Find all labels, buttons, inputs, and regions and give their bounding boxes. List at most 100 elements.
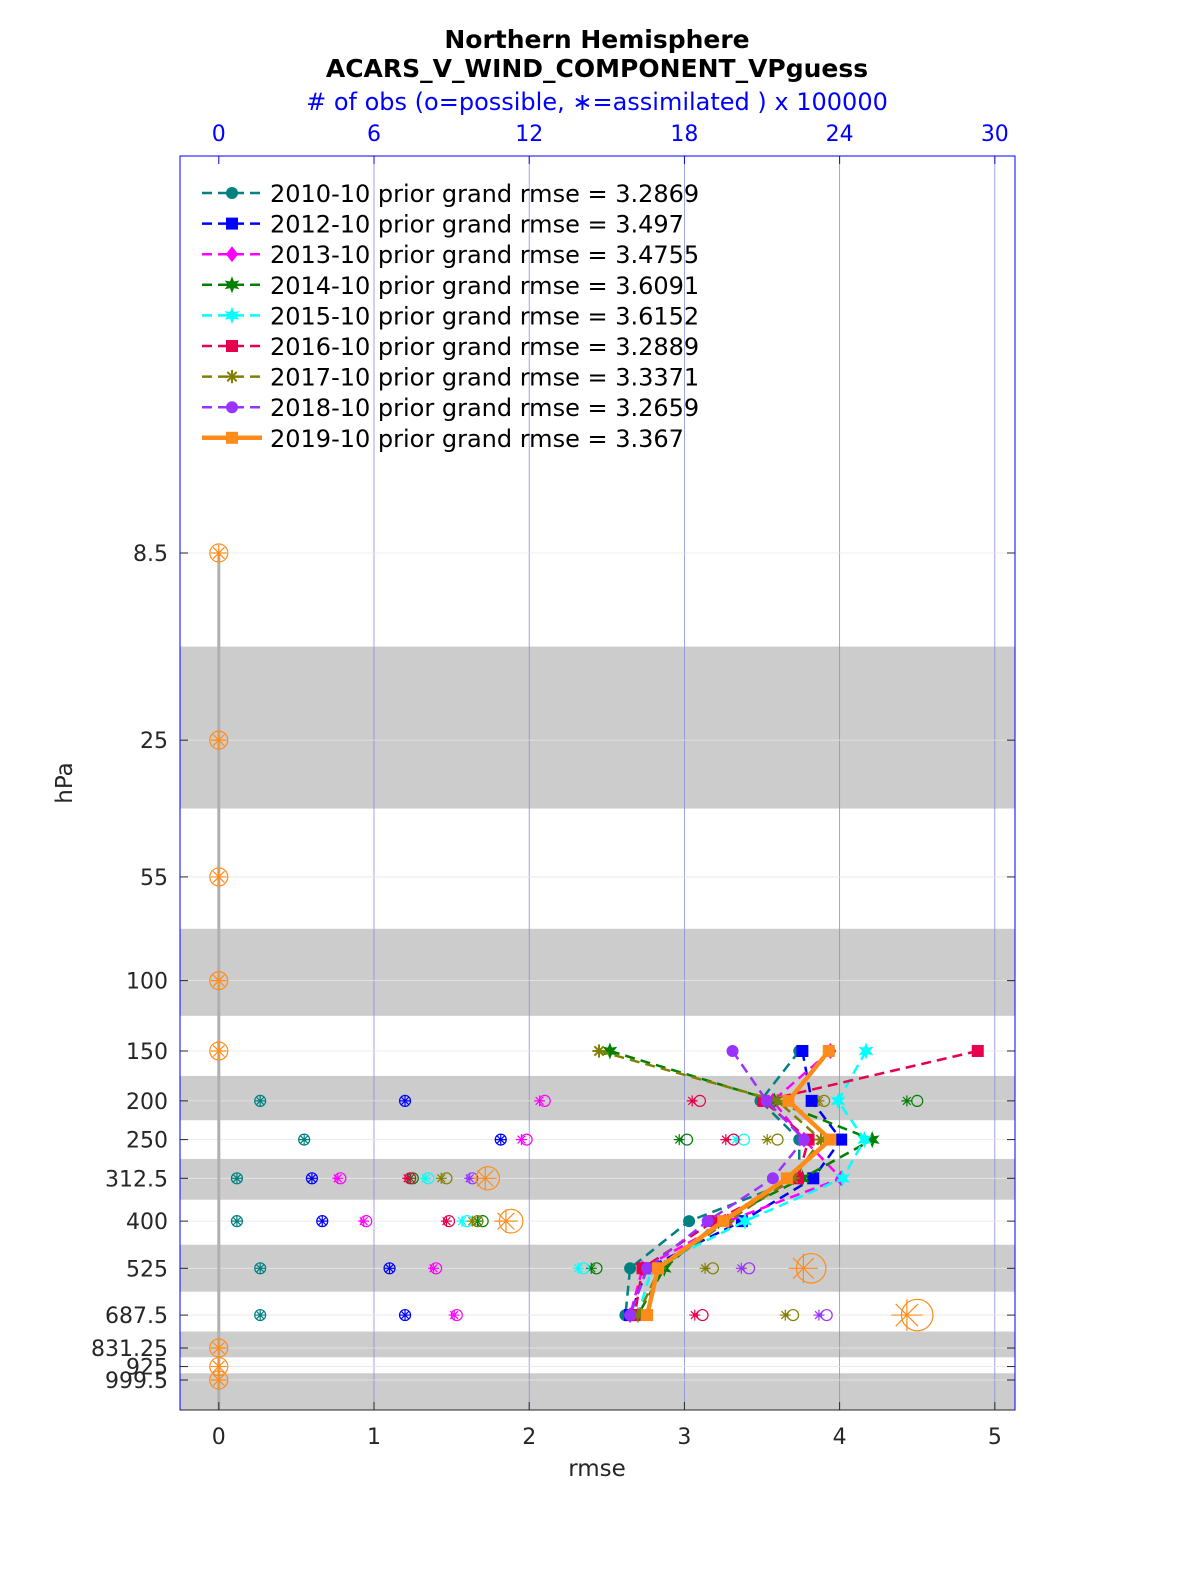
legend-label: 2010-10 prior grand rmse = 3.2869 bbox=[270, 180, 699, 208]
data-point bbox=[631, 1308, 645, 1322]
data-point bbox=[835, 1169, 851, 1187]
obs-assimilated-marker bbox=[473, 1166, 497, 1190]
obs-assimilated-marker bbox=[435, 1172, 447, 1184]
level-band bbox=[180, 1075, 1015, 1121]
legend-entry-1: 2010-10 prior grand rmse = 3.2869 bbox=[202, 180, 699, 208]
legend-entry-9: 2019-10 prior grand rmse = 3.367 bbox=[202, 425, 684, 453]
obs-assimilated-marker bbox=[384, 1262, 396, 1274]
x-tick-label: 4 bbox=[833, 1425, 847, 1450]
obs-assimilated-marker bbox=[779, 1309, 791, 1321]
obs-assimilated-marker bbox=[761, 1134, 773, 1146]
obs-possible-marker bbox=[209, 1041, 229, 1061]
y-tick-label: 8.5 bbox=[133, 542, 168, 567]
top-tick-label: 24 bbox=[826, 122, 854, 147]
obs-assimilated-marker bbox=[813, 1309, 825, 1321]
obs-assimilated-marker bbox=[515, 1134, 527, 1146]
x-axis-label: rmse bbox=[568, 1456, 626, 1482]
data-point bbox=[830, 1092, 846, 1110]
obs-series-3 bbox=[332, 1094, 551, 1322]
obs-assimilated-marker bbox=[420, 1172, 432, 1184]
top-tick-label: 12 bbox=[515, 122, 543, 147]
data-point bbox=[786, 1171, 800, 1185]
obs-assimilated-marker bbox=[534, 1095, 546, 1107]
obs-assimilated-marker bbox=[210, 1042, 227, 1059]
obs-assimilated-marker bbox=[399, 1095, 411, 1107]
data-point bbox=[701, 1215, 714, 1228]
x-tick-label: 1 bbox=[367, 1425, 381, 1450]
obs-series-5 bbox=[420, 1133, 751, 1275]
legend-marker bbox=[226, 217, 238, 230]
obs-possible-marker bbox=[209, 730, 229, 750]
legend-label: 2013-10 prior grand rmse = 3.4755 bbox=[270, 241, 699, 269]
obs-series-1 bbox=[230, 1094, 311, 1322]
obs-assimilated-marker bbox=[298, 1134, 310, 1146]
data-point bbox=[858, 1042, 874, 1060]
level-band bbox=[180, 928, 1015, 1016]
obs-assimilated-marker bbox=[210, 868, 227, 885]
x-tick-label: 3 bbox=[677, 1425, 691, 1450]
obs-assimilated-marker bbox=[891, 1299, 923, 1331]
obs-assimilated-marker bbox=[440, 1215, 452, 1227]
obs-assimilated-marker bbox=[402, 1172, 414, 1184]
rmse-series-9 bbox=[641, 1044, 837, 1322]
top-tick-label: 18 bbox=[670, 122, 698, 147]
data-point bbox=[835, 1133, 848, 1146]
legend-label: 2014-10 prior grand rmse = 3.6091 bbox=[270, 272, 699, 300]
obs-assimilated-marker bbox=[466, 1215, 478, 1227]
obs-assimilated-marker bbox=[231, 1215, 243, 1227]
y-tick-label: 200 bbox=[126, 1090, 168, 1115]
y-tick-label: 687.5 bbox=[105, 1304, 168, 1329]
obs-assimilated-marker bbox=[332, 1172, 344, 1184]
obs-series-6 bbox=[402, 1094, 740, 1322]
x-tick-label: 5 bbox=[988, 1425, 1002, 1450]
y-tick-label: 312.5 bbox=[105, 1167, 168, 1192]
obs-assimilated-marker bbox=[210, 1358, 227, 1375]
legend-marker bbox=[226, 401, 238, 414]
data-point bbox=[797, 1133, 810, 1146]
legend-marker bbox=[226, 431, 238, 444]
legend-label: 2017-10 prior grand rmse = 3.3371 bbox=[270, 364, 699, 392]
obs-possible-marker bbox=[209, 543, 229, 563]
obs-series-9 bbox=[209, 543, 934, 1390]
obs-assimilated-marker bbox=[254, 1095, 266, 1107]
data-point bbox=[805, 1094, 818, 1107]
x-tick-label: 0 bbox=[212, 1425, 226, 1450]
obs-count-markers bbox=[209, 543, 934, 1390]
obs-assimilated-marker bbox=[210, 1340, 227, 1357]
y-axis-label: hPa bbox=[52, 762, 78, 804]
obs-assimilated-marker bbox=[456, 1215, 468, 1227]
obs-assimilated-marker bbox=[813, 1095, 825, 1107]
y-tick-label: 999.5 bbox=[105, 1369, 168, 1394]
legend-label: 2012-10 prior grand rmse = 3.497 bbox=[270, 211, 684, 239]
obs-assimilated-marker bbox=[316, 1215, 328, 1227]
y-tick-label: 525 bbox=[126, 1257, 168, 1282]
level-band bbox=[180, 646, 1015, 809]
level-band bbox=[180, 1158, 1015, 1200]
data-point bbox=[766, 1172, 779, 1185]
top-tick-label: 6 bbox=[367, 122, 381, 147]
obs-assimilated-marker bbox=[494, 1209, 518, 1233]
legend-marker bbox=[226, 340, 238, 352]
chart-title: Northern Hemisphere bbox=[444, 25, 749, 54]
obs-assimilated-marker bbox=[735, 1262, 747, 1274]
data-point bbox=[683, 1215, 696, 1228]
legend: 2010-10 prior grand rmse = 3.2869 2012-10… bbox=[202, 180, 699, 453]
y-tick-label: 100 bbox=[126, 970, 168, 995]
legend-label: 2015-10 prior grand rmse = 3.6152 bbox=[270, 302, 699, 330]
legend-entry-6: 2016-10 prior grand rmse = 3.2889 bbox=[202, 333, 699, 361]
obs-assimilated-marker bbox=[720, 1134, 732, 1146]
obs-assimilated-marker bbox=[464, 1172, 476, 1184]
obs-possible-marker bbox=[209, 867, 229, 887]
data-point bbox=[641, 1262, 654, 1275]
obs-assimilated-marker bbox=[254, 1309, 266, 1321]
obs-possible-marker bbox=[209, 971, 229, 991]
top-tick-label: 0 bbox=[212, 122, 226, 147]
top-tick-label: 30 bbox=[981, 122, 1009, 147]
obs-assimilated-marker bbox=[689, 1309, 701, 1321]
data-point bbox=[770, 1094, 785, 1108]
y-tick-label: 150 bbox=[126, 1040, 168, 1065]
obs-assimilated-marker bbox=[572, 1262, 584, 1274]
obs-assimilated-marker bbox=[210, 1372, 227, 1388]
axes: 0 1 2 3 4 50 6 12 18 24 308.52555100150200250312.5… bbox=[91, 122, 1016, 1450]
